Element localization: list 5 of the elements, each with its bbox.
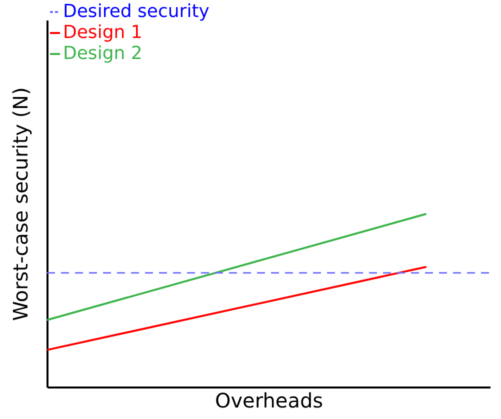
x-axis-title: Overheads: [214, 388, 324, 412]
legend-label: Design 1: [63, 22, 142, 43]
legend-label: Desired security: [63, 1, 210, 22]
y-axis-title: Worst-case security (N): [8, 87, 32, 321]
legend-label: Design 2: [63, 43, 142, 64]
